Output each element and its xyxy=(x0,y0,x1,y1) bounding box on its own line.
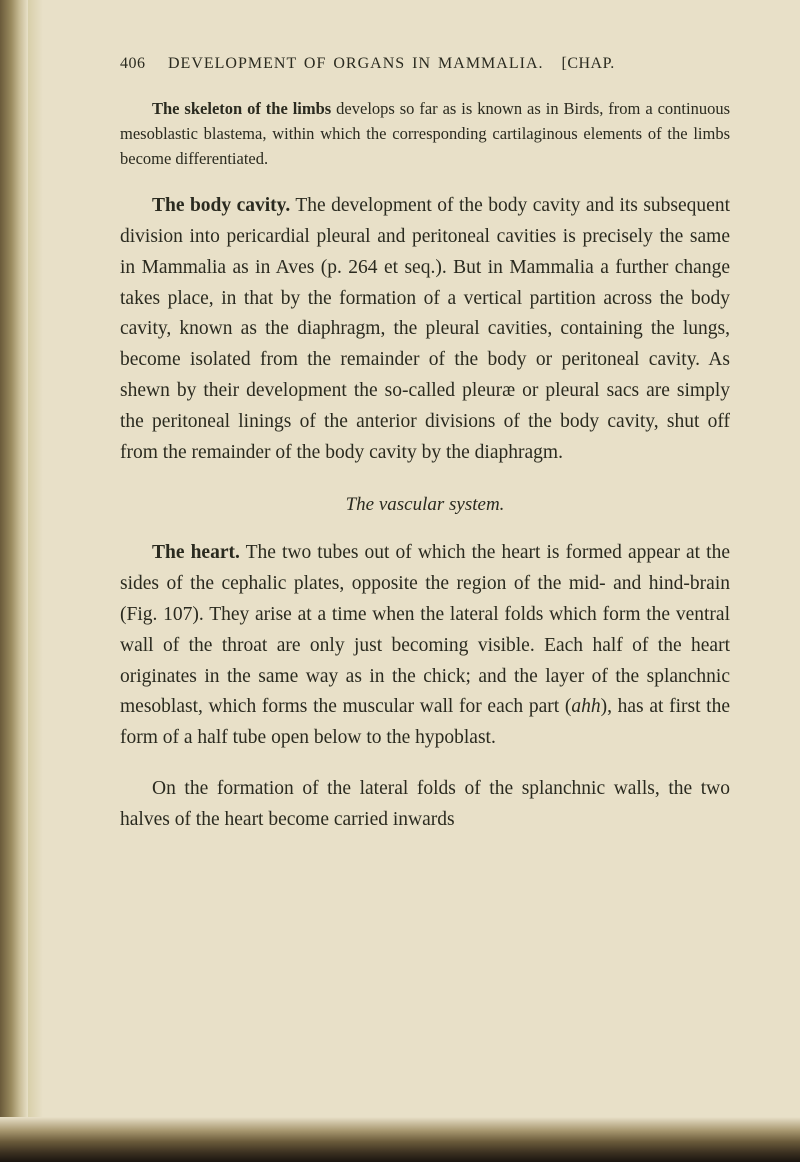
paragraph-body-cavity: The body cavity. The development of the … xyxy=(120,191,730,468)
paragraph-heart: The heart. The two tubes out of which th… xyxy=(120,538,730,754)
section-subtitle: The vascular system. xyxy=(120,494,730,516)
p4-text: On the formation of the lateral folds of… xyxy=(120,778,730,830)
page-binding-shadow-inner xyxy=(28,0,43,1162)
header-spacer xyxy=(150,55,164,72)
p3-italic: ahh xyxy=(571,696,600,717)
p3-text: The two tubes out of which the heart is … xyxy=(120,542,730,717)
p2-bold: The body cavity. xyxy=(152,195,290,216)
paragraph-skeleton: The skeleton of the limbs develops so fa… xyxy=(120,97,730,171)
header-spacer2 xyxy=(548,55,557,72)
page-bottom-shadow xyxy=(0,1117,800,1162)
p3-bold: The heart. xyxy=(152,542,240,563)
paragraph-formation: On the formation of the lateral folds of… xyxy=(120,774,730,836)
p2-text: The development of the body cavity and i… xyxy=(120,195,730,462)
page-binding-shadow xyxy=(0,0,28,1162)
page-content: 406 DEVELOPMENT OF ORGANS IN MAMMALIA. [… xyxy=(0,0,800,916)
page-header: 406 DEVELOPMENT OF ORGANS IN MAMMALIA. [… xyxy=(120,55,730,73)
page-number: 406 xyxy=(120,55,146,72)
p1-bold: The skeleton of the limbs xyxy=(152,99,331,118)
header-chapter: [CHAP. xyxy=(562,55,615,72)
header-title: DEVELOPMENT OF ORGANS IN MAMMALIA. xyxy=(168,55,544,72)
